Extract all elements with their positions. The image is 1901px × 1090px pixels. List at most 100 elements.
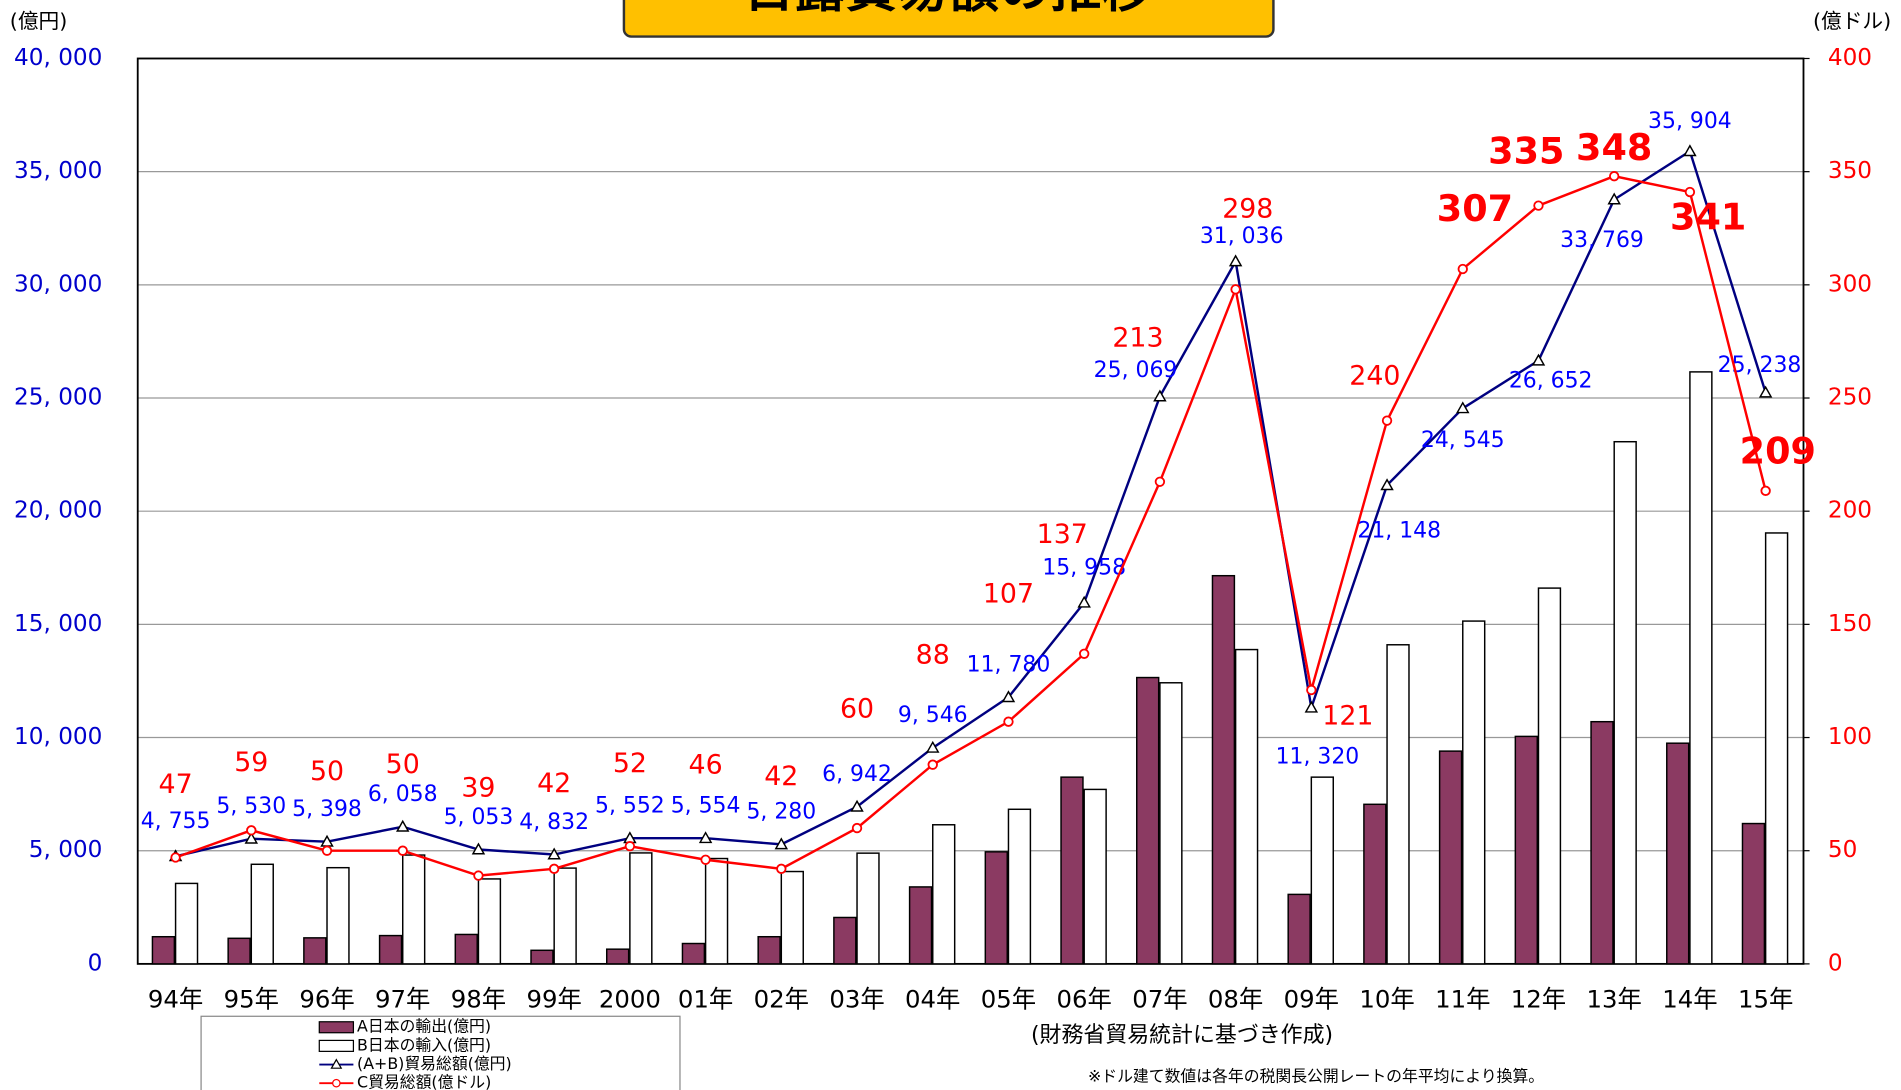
x-tick-label: 03年	[829, 984, 884, 1013]
x-tick-label: 12年	[1511, 984, 1566, 1013]
marker	[1079, 648, 1090, 659]
data-label: 60	[840, 693, 874, 724]
data-label: 341	[1670, 195, 1746, 238]
marker	[244, 831, 259, 844]
legend-swatch	[318, 1021, 355, 1034]
bar	[1741, 822, 1766, 965]
legend-label: A日本の輸出(億円)	[357, 1017, 491, 1036]
x-tick-label: 99年	[526, 984, 581, 1013]
bar	[757, 935, 781, 965]
marker	[1154, 476, 1166, 487]
marker	[1230, 284, 1241, 295]
data-label: 50	[386, 749, 420, 780]
y-tick-label: 35, 000	[14, 158, 102, 184]
data-label: 24, 545	[1421, 428, 1505, 453]
x-tick-label: 97年	[375, 984, 430, 1013]
bar	[856, 852, 880, 965]
marker	[1758, 385, 1773, 398]
bar	[780, 870, 804, 965]
bar	[704, 857, 729, 965]
marker	[547, 847, 561, 860]
y2-tick-label: 300	[1828, 271, 1872, 297]
marker	[1683, 144, 1697, 157]
data-label: 25, 069	[1094, 358, 1178, 383]
data-label: 5, 398	[292, 797, 362, 822]
data-label: 26, 652	[1509, 368, 1593, 393]
marker	[1380, 478, 1394, 491]
data-label: 88	[916, 640, 950, 671]
data-label: 42	[537, 768, 571, 799]
bar	[401, 854, 426, 965]
x-tick-label: 05年	[981, 984, 1036, 1013]
bar	[303, 937, 327, 965]
legend-label: C貿易総額(億ドル)	[357, 1073, 491, 1090]
bar	[1462, 620, 1486, 965]
x-tick-label: 98年	[451, 984, 506, 1013]
x-tick-label: 14年	[1662, 984, 1717, 1013]
line	[175, 149, 1767, 858]
y-tick-label: 30, 000	[14, 271, 102, 297]
bar	[908, 886, 933, 965]
bar	[1438, 750, 1463, 965]
data-label: 107	[983, 578, 1034, 609]
bar	[174, 882, 199, 965]
data-label: 307	[1437, 187, 1513, 230]
data-label: 11, 320	[1276, 745, 1360, 770]
x-tick-label: 04年	[905, 984, 960, 1013]
bar	[1537, 587, 1562, 965]
marker	[1609, 171, 1620, 182]
bar	[1159, 682, 1183, 965]
data-label: 33, 769	[1560, 228, 1644, 253]
x-tick-label: 11年	[1435, 984, 1490, 1013]
bar	[605, 948, 630, 965]
marker	[1153, 389, 1167, 402]
data-label: 39	[461, 773, 495, 804]
data-label: 137	[1037, 519, 1088, 550]
bar	[932, 824, 956, 965]
data-label: 5, 552	[595, 794, 665, 819]
marker	[473, 870, 484, 881]
bar	[1689, 371, 1713, 965]
bar	[454, 933, 478, 965]
note: ※ドル建て数値は各年の税関長公開レートの年平均により換算。	[1088, 1067, 1544, 1086]
x-tick-label: 09年	[1284, 984, 1339, 1013]
line	[175, 174, 1767, 877]
marker	[1456, 401, 1470, 414]
x-tick-label: 10年	[1359, 984, 1414, 1013]
legend-swatch	[330, 1058, 343, 1069]
data-label: 35, 904	[1648, 109, 1732, 134]
marker	[471, 842, 486, 855]
data-label: 11, 780	[967, 653, 1051, 678]
marker	[851, 822, 863, 834]
y-tick-label: 20, 000	[14, 498, 102, 524]
marker	[1306, 684, 1317, 696]
bar	[553, 867, 577, 965]
marker	[1533, 200, 1544, 211]
bar	[378, 934, 403, 965]
data-label: 21, 148	[1357, 519, 1441, 544]
bar	[1007, 808, 1032, 965]
x-tick-label: 13年	[1587, 984, 1642, 1013]
marker	[170, 852, 181, 863]
data-label: 31, 036	[1200, 224, 1284, 249]
legend-swatch	[332, 1078, 341, 1088]
y-tick-label: 5, 000	[29, 837, 103, 863]
source: (財務省貿易統計に基づき作成)	[1031, 1023, 1333, 1048]
bar	[1211, 574, 1236, 965]
y-tick-label: 25, 000	[14, 385, 102, 411]
data-label: 15, 958	[1042, 556, 1126, 581]
y-tick-label: 10, 000	[14, 724, 102, 750]
bar	[477, 878, 502, 965]
y2-tick-label: 250	[1828, 385, 1872, 411]
data-label: 4, 755	[141, 809, 211, 834]
plot-frame	[136, 57, 1805, 965]
bar	[227, 937, 251, 965]
bar	[681, 942, 706, 965]
marker	[776, 863, 787, 874]
x-tick-label: 94年	[148, 984, 203, 1013]
marker	[321, 845, 333, 856]
marker	[1457, 263, 1468, 275]
marker	[1760, 485, 1771, 496]
data-label: 348	[1576, 126, 1652, 169]
